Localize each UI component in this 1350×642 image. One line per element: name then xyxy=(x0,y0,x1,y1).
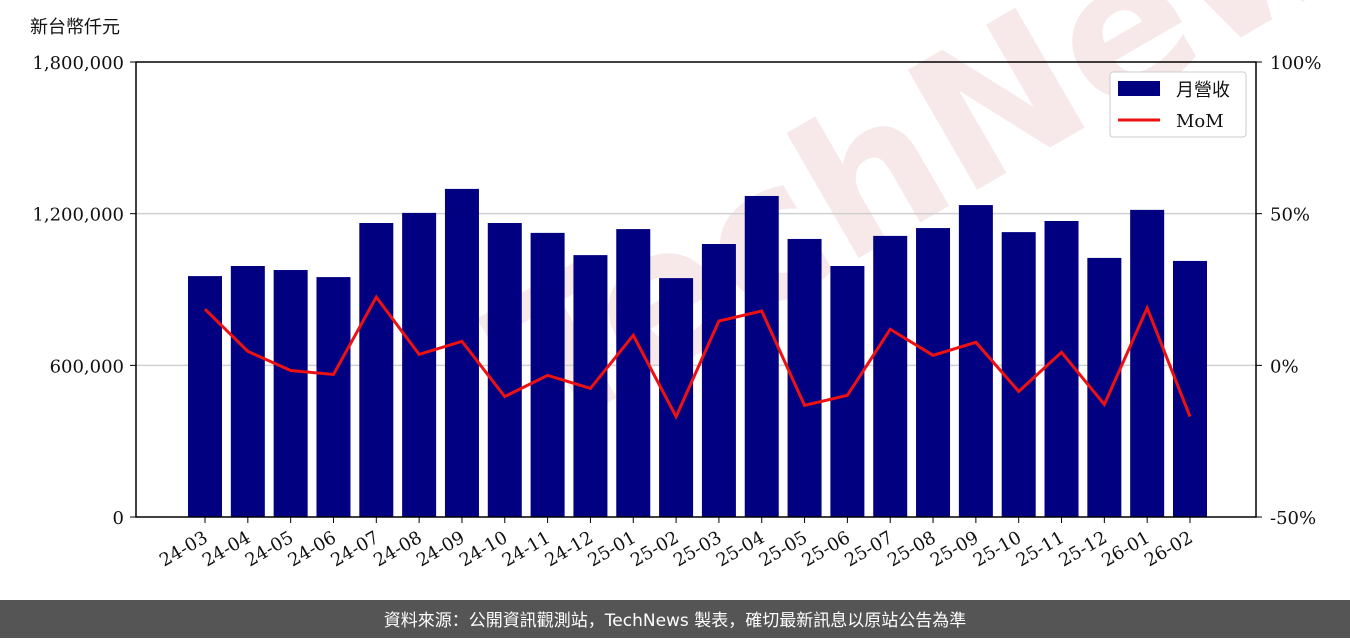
x-tick-label: 24-11 xyxy=(499,527,554,571)
bar xyxy=(616,229,651,517)
x-tick-label: 25-09 xyxy=(927,527,982,571)
bar xyxy=(1130,209,1165,517)
y-tick-label: 1,200,000 xyxy=(32,205,124,226)
y-tick-label: 0 xyxy=(113,508,124,529)
legend-label: MoM xyxy=(1176,111,1224,132)
x-tick-label: 25-03 xyxy=(670,527,725,571)
x-tick-label: 24-04 xyxy=(199,527,254,571)
x-tick-label: 25-07 xyxy=(841,527,896,571)
x-tick-label: 25-05 xyxy=(756,527,811,571)
x-tick-label: 25-11 xyxy=(1013,527,1068,571)
y-unit-label: 新台幣仟元 xyxy=(30,17,120,38)
x-tick-label: 24-03 xyxy=(156,527,211,571)
bar xyxy=(1044,220,1079,517)
plot-frame xyxy=(135,61,1257,518)
legend-label: 月營收 xyxy=(1176,80,1230,101)
footer-text: 資料來源：公開資訊觀測站，TechNews 製表，確切最新訊息以原站公告為準 xyxy=(384,611,966,631)
bar xyxy=(744,195,779,517)
x-tick-label: 24-07 xyxy=(327,527,382,571)
footer-bar xyxy=(0,600,1350,638)
bar xyxy=(873,235,908,517)
bar xyxy=(230,265,265,517)
x-tick-label: 25-01 xyxy=(584,527,639,571)
legend: 月營收 MoM xyxy=(1109,71,1247,138)
y2-tick-label: -50% xyxy=(1270,508,1316,529)
x-tick-label: 25-06 xyxy=(798,527,853,571)
bar xyxy=(316,277,351,517)
bar xyxy=(188,276,222,517)
y2-tick-label: 100% xyxy=(1270,53,1321,74)
x-tick-label: 24-09 xyxy=(413,527,468,571)
bar xyxy=(830,265,865,517)
bar xyxy=(1087,257,1122,517)
x-tick-label: 25-02 xyxy=(627,527,682,571)
y-tick-label: 600,000 xyxy=(50,356,124,377)
y2-tick-label: 50% xyxy=(1270,205,1310,226)
y-tick-label: 1,800,000 xyxy=(32,53,124,74)
x-tick-label: 24-05 xyxy=(242,527,297,571)
bar xyxy=(444,188,479,517)
mom-line xyxy=(203,294,1192,421)
x-tick-label: 25-10 xyxy=(970,527,1025,571)
x-tick-label: 24-06 xyxy=(285,527,340,571)
x-tick-label: 26-01 xyxy=(1098,527,1153,571)
y2-tick-label: 0% xyxy=(1270,356,1299,377)
bar xyxy=(701,244,736,517)
bar xyxy=(273,270,308,517)
bar xyxy=(659,278,694,517)
bar xyxy=(402,212,437,518)
bar xyxy=(487,223,522,517)
bar xyxy=(359,223,394,517)
bar xyxy=(916,228,951,517)
x-tick-label: 24-10 xyxy=(456,527,511,571)
legend-swatch xyxy=(1118,81,1160,96)
x-tick-label: 25-04 xyxy=(713,527,768,571)
bar xyxy=(1001,232,1036,517)
bar xyxy=(958,205,993,518)
x-tick-label: 25-12 xyxy=(1055,527,1110,571)
x-tick-label: 24-08 xyxy=(370,527,425,571)
x-tick-label: 26-02 xyxy=(1141,527,1196,571)
x-tick-label: 25-08 xyxy=(884,527,939,571)
x-tick-label: 24-12 xyxy=(541,527,596,571)
